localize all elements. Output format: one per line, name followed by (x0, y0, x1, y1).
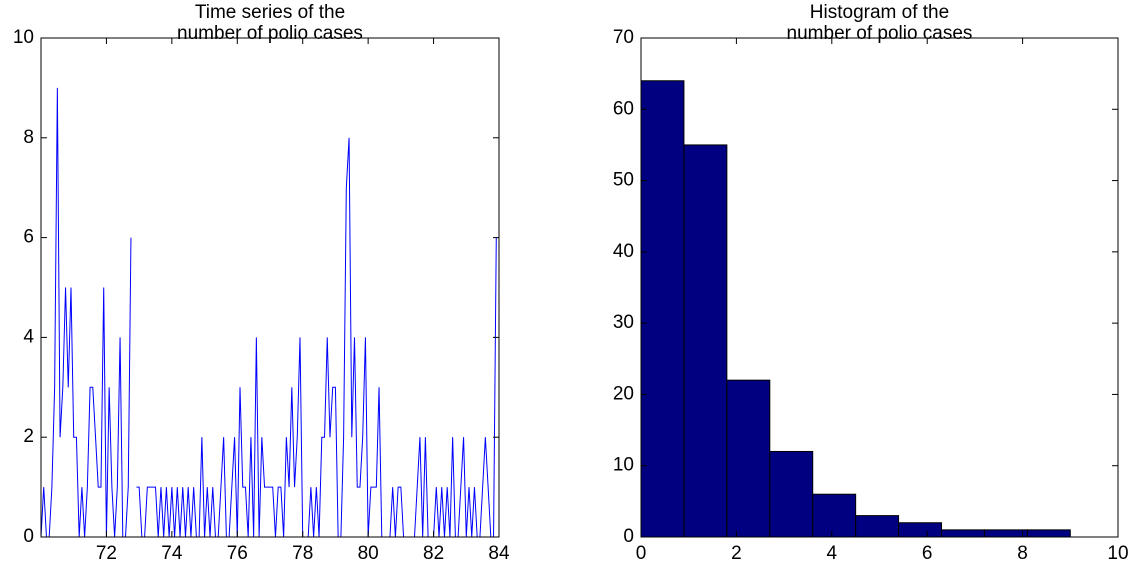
data-line (41, 87, 497, 537)
y-tick-label: 70 (613, 27, 634, 48)
y-tick-label: 6 (23, 227, 34, 248)
x-tick-label: 2 (731, 543, 742, 564)
y-tick-label: 4 (23, 326, 34, 347)
histogram-bar (898, 522, 943, 538)
y-tick-label: 8 (23, 127, 34, 148)
y-tick-label: 50 (613, 170, 634, 191)
y-tick-label: 30 (613, 312, 634, 333)
x-tick-label: 74 (161, 543, 183, 564)
histogram-bar (726, 379, 771, 538)
y-tick-label: 20 (613, 383, 634, 404)
histogram-bar (769, 450, 814, 538)
y-tick-label: 10 (613, 455, 634, 476)
x-tick-label: 76 (227, 543, 248, 564)
chart-title: number of polio cases (787, 23, 973, 44)
axes-box (40, 37, 500, 538)
x-tick-label: 4 (827, 543, 838, 564)
y-tick-label: 40 (613, 241, 634, 262)
x-tick-label: 80 (358, 543, 379, 564)
y-tick-label: 0 (623, 526, 634, 547)
chart-title: Time series of the (195, 2, 345, 23)
chart-title: Histogram of the (810, 2, 949, 23)
x-tick-label: 72 (96, 543, 117, 564)
histogram-bar (683, 144, 728, 538)
x-tick-label: 6 (922, 543, 933, 564)
x-tick-label: 84 (488, 543, 510, 564)
y-tick-label: 10 (13, 27, 34, 48)
x-tick-label: 82 (423, 543, 444, 564)
histogram-bar (855, 515, 900, 538)
x-tick-label: 8 (1017, 543, 1028, 564)
axes-box (640, 37, 1119, 538)
y-tick-label: 60 (613, 98, 634, 119)
histogram-bar (812, 493, 857, 538)
histogram-bar (640, 80, 685, 538)
x-tick-label: 0 (636, 543, 647, 564)
chart-title: number of polio cases (177, 23, 363, 44)
histogram-bar (941, 529, 985, 538)
y-tick-label: 0 (23, 526, 34, 547)
y-tick-label: 2 (23, 426, 34, 447)
histogram-bar (983, 529, 1028, 538)
x-tick-label: 10 (1107, 543, 1128, 564)
x-tick-label: 78 (292, 543, 313, 564)
histogram-bar (1026, 529, 1071, 538)
